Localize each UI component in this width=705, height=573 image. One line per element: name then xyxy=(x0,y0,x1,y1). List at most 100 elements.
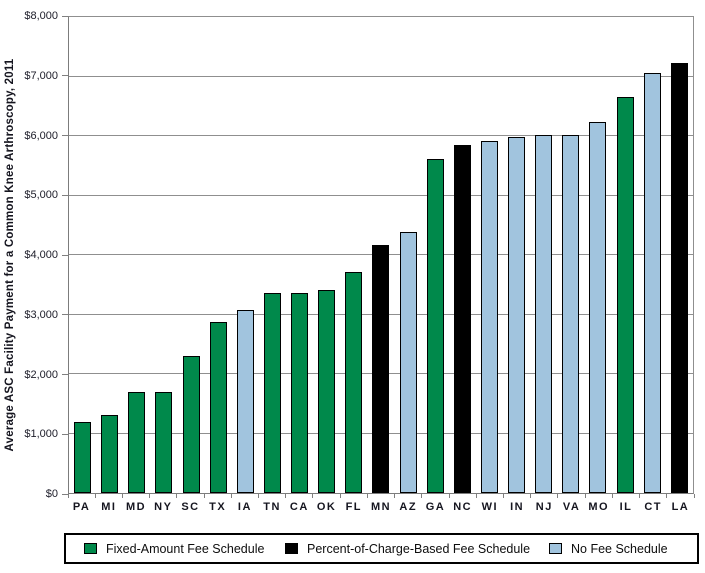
x-tick-mark-2 xyxy=(121,494,123,498)
y-tick-label-3000: $3,000 xyxy=(24,308,58,321)
bar-WI xyxy=(480,140,498,493)
bar-slot-NJ xyxy=(530,17,557,493)
bar-slot-CA xyxy=(286,17,313,493)
y-tick-label-6000: $6,000 xyxy=(24,129,58,142)
x-tick-mark-0 xyxy=(67,494,69,498)
x-label-VA: VA xyxy=(562,501,581,513)
x-tick-mark-18 xyxy=(557,494,559,498)
x-label-IA: IA xyxy=(237,501,252,513)
x-tick-mark-19 xyxy=(584,494,586,498)
bar-IA xyxy=(236,309,254,493)
bar-slot-AZ xyxy=(395,17,422,493)
y-tick-label-2000: $2,000 xyxy=(24,368,58,381)
bar-slot-NY xyxy=(150,17,177,493)
x-tick-mark-20 xyxy=(611,494,613,498)
bar-NC xyxy=(453,144,471,493)
bar-slot-SC xyxy=(178,17,205,493)
bar-slot-FL xyxy=(340,17,367,493)
bar-slot-MN xyxy=(367,17,394,493)
x-label-PA: PA xyxy=(72,501,91,513)
bar-LA xyxy=(670,62,688,493)
bar-slot-WI xyxy=(476,17,503,493)
x-label-MO: MO xyxy=(588,501,610,513)
bar-IN xyxy=(508,136,526,493)
x-label-MD: MD xyxy=(125,501,147,513)
x-label-MI: MI xyxy=(101,501,117,513)
bar-AZ xyxy=(399,231,417,493)
x-axis-ticks xyxy=(67,494,695,499)
bar-MI xyxy=(101,415,119,493)
x-tick-mark-5 xyxy=(203,494,205,498)
y-tick-mark-1000 xyxy=(62,433,68,435)
bar-IL xyxy=(616,97,634,493)
y-tick-mark-3000 xyxy=(62,314,68,316)
x-label-CA: CA xyxy=(289,501,309,513)
bar-CA xyxy=(291,292,309,493)
x-tick-mark-4 xyxy=(176,494,178,498)
y-tick-label-7000: $7,000 xyxy=(24,69,58,82)
x-label-TN: TN xyxy=(263,501,281,513)
x-label-NY: NY xyxy=(154,501,173,513)
bar-NY xyxy=(155,391,173,493)
bar-FL xyxy=(345,272,363,493)
legend-item-fixed-amount: Fixed-Amount Fee Schedule xyxy=(84,535,264,562)
bar-slot-NC xyxy=(449,17,476,493)
y-tick-mark-8000 xyxy=(62,15,68,17)
x-label-MN: MN xyxy=(370,501,392,513)
bar-MN xyxy=(372,245,390,493)
y-tick-mark-7000 xyxy=(62,75,68,77)
x-tick-mark-3 xyxy=(149,494,151,498)
bar-slot-TN xyxy=(259,17,286,493)
bar-MO xyxy=(589,122,607,493)
bar-TN xyxy=(263,292,281,493)
bar-slot-IL xyxy=(612,17,639,493)
x-tick-mark-10 xyxy=(339,494,341,498)
x-label-TX: TX xyxy=(209,501,227,513)
bar-slot-MD xyxy=(123,17,150,493)
legend-item-no-fee-schedule: No Fee Schedule xyxy=(549,535,668,562)
y-tick-mark-2000 xyxy=(62,374,68,375)
y-tick-label-8000: $8,000 xyxy=(24,10,58,22)
x-tick-mark-14 xyxy=(448,494,450,498)
gridline-6000 xyxy=(69,135,693,136)
x-label-NC: NC xyxy=(453,501,473,513)
x-tick-mark-17 xyxy=(530,494,532,498)
bar-slot-PA xyxy=(69,17,96,493)
x-tick-mark-16 xyxy=(502,494,504,498)
bar-slot-LA xyxy=(666,17,693,493)
x-tick-mark-22 xyxy=(666,494,668,498)
gridline-5000 xyxy=(69,194,693,196)
bar-slot-OK xyxy=(313,17,340,493)
bar-TX xyxy=(209,322,227,493)
x-tick-mark-8 xyxy=(285,494,287,498)
bar-slot-CT xyxy=(639,17,666,493)
x-label-GA: GA xyxy=(425,501,446,513)
x-tick-mark-7 xyxy=(258,494,260,498)
bar-slot-IA xyxy=(232,17,259,493)
x-tick-mark-9 xyxy=(312,494,314,498)
x-label-WI: WI xyxy=(481,501,499,513)
y-tick-mark-6000 xyxy=(62,135,68,136)
legend: Fixed-Amount Fee Schedule Percent-of-Cha… xyxy=(64,533,699,564)
bar-GA xyxy=(426,158,444,493)
x-tick-mark-21 xyxy=(639,494,641,498)
y-tick-mark-5000 xyxy=(62,194,68,196)
bars-container xyxy=(69,17,693,493)
legend-label-percent-of-charge: Percent-of-Charge-Based Fee Schedule xyxy=(307,541,531,556)
bar-SC xyxy=(182,355,200,493)
x-label-AZ: AZ xyxy=(399,501,418,513)
legend-label-no-fee-schedule: No Fee Schedule xyxy=(571,541,668,556)
y-tick-label-1000: $1,000 xyxy=(24,428,58,441)
x-label-IL: IL xyxy=(619,501,633,513)
bar-OK xyxy=(318,289,336,493)
plot-area xyxy=(68,16,694,494)
bar-VA xyxy=(562,135,580,493)
legend-swatch-no-fee-schedule xyxy=(549,543,562,554)
x-tick-mark-6 xyxy=(230,494,232,498)
x-label-SC: SC xyxy=(181,501,200,513)
x-tick-mark-13 xyxy=(421,494,423,498)
legend-item-percent-of-charge: Percent-of-Charge-Based Fee Schedule xyxy=(285,535,530,562)
x-label-IN: IN xyxy=(510,501,525,513)
x-label-OK: OK xyxy=(316,501,337,513)
